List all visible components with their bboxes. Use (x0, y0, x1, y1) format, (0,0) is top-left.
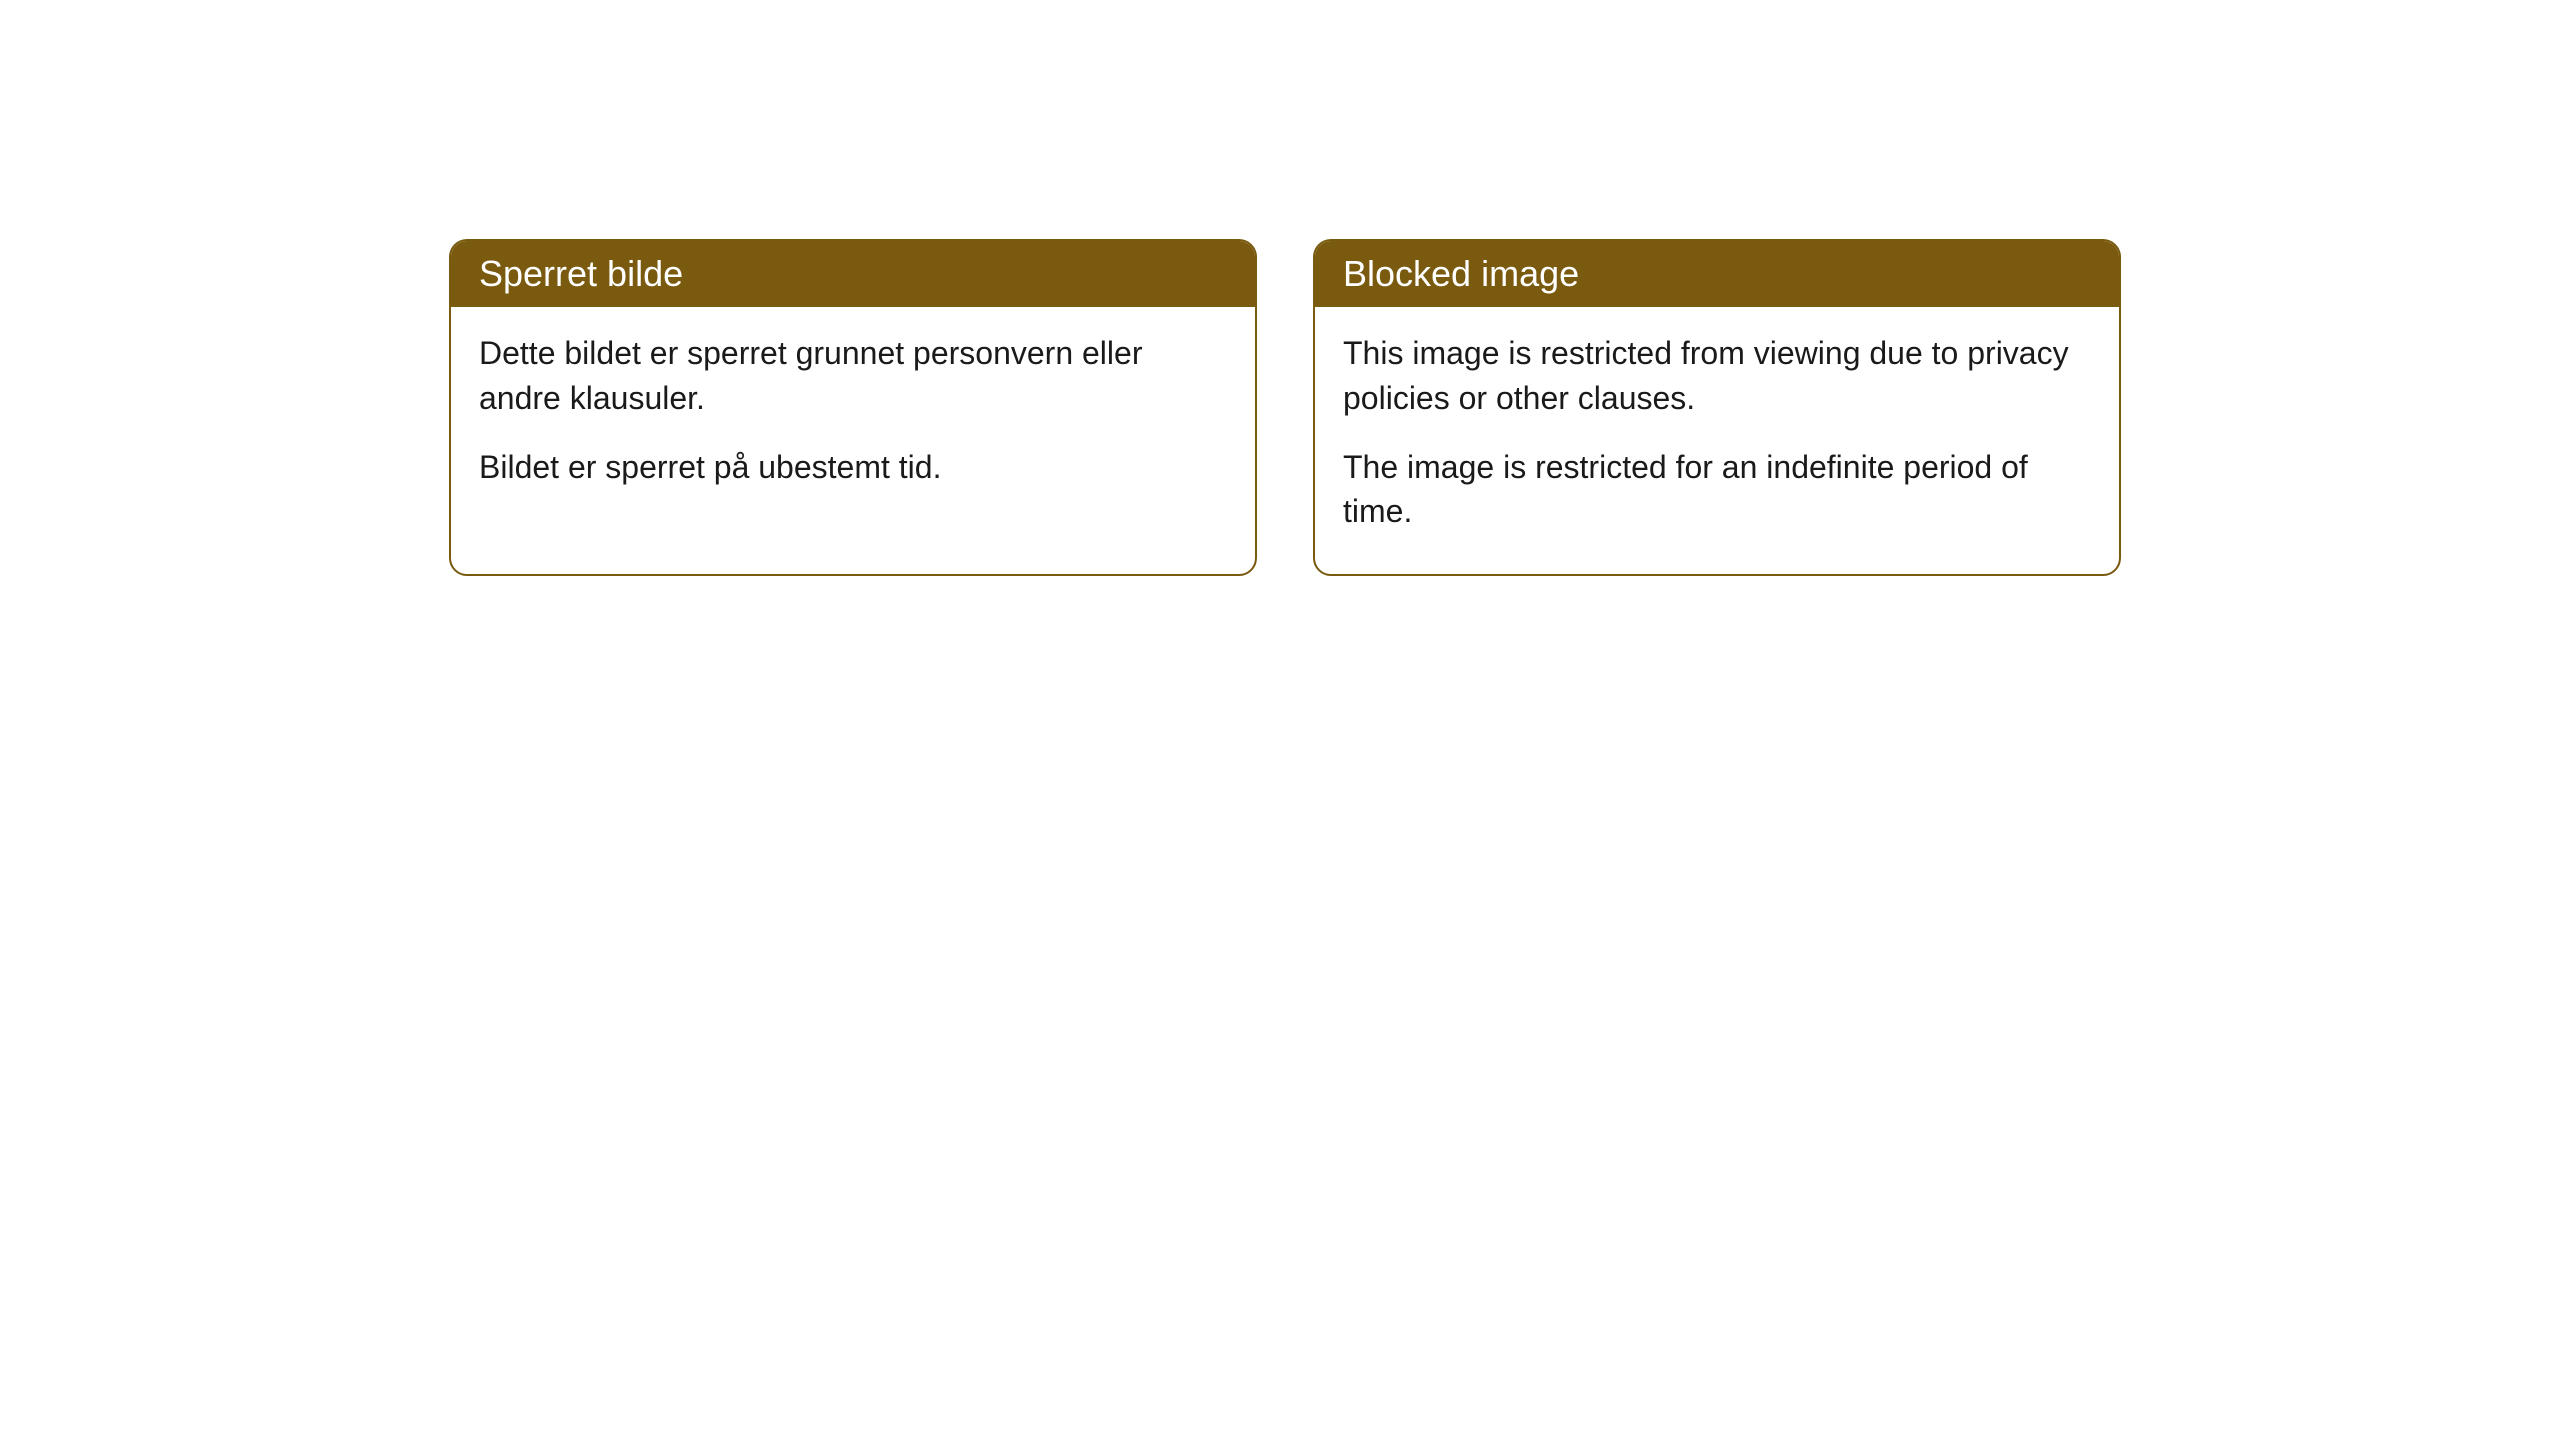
card-header-english: Blocked image (1315, 241, 2119, 307)
notice-card-english: Blocked image This image is restricted f… (1313, 239, 2121, 576)
card-title: Blocked image (1343, 253, 1579, 294)
notice-container: Sperret bilde Dette bildet er sperret gr… (449, 239, 2121, 576)
card-text: Dette bildet er sperret grunnet personve… (479, 331, 1227, 421)
card-body-english: This image is restricted from viewing du… (1315, 307, 2119, 574)
card-title: Sperret bilde (479, 253, 683, 294)
card-text: Bildet er sperret på ubestemt tid. (479, 445, 1227, 490)
card-text: The image is restricted for an indefinit… (1343, 445, 2091, 535)
card-body-norwegian: Dette bildet er sperret grunnet personve… (451, 307, 1255, 529)
card-text: This image is restricted from viewing du… (1343, 331, 2091, 421)
notice-card-norwegian: Sperret bilde Dette bildet er sperret gr… (449, 239, 1257, 576)
card-header-norwegian: Sperret bilde (451, 241, 1255, 307)
